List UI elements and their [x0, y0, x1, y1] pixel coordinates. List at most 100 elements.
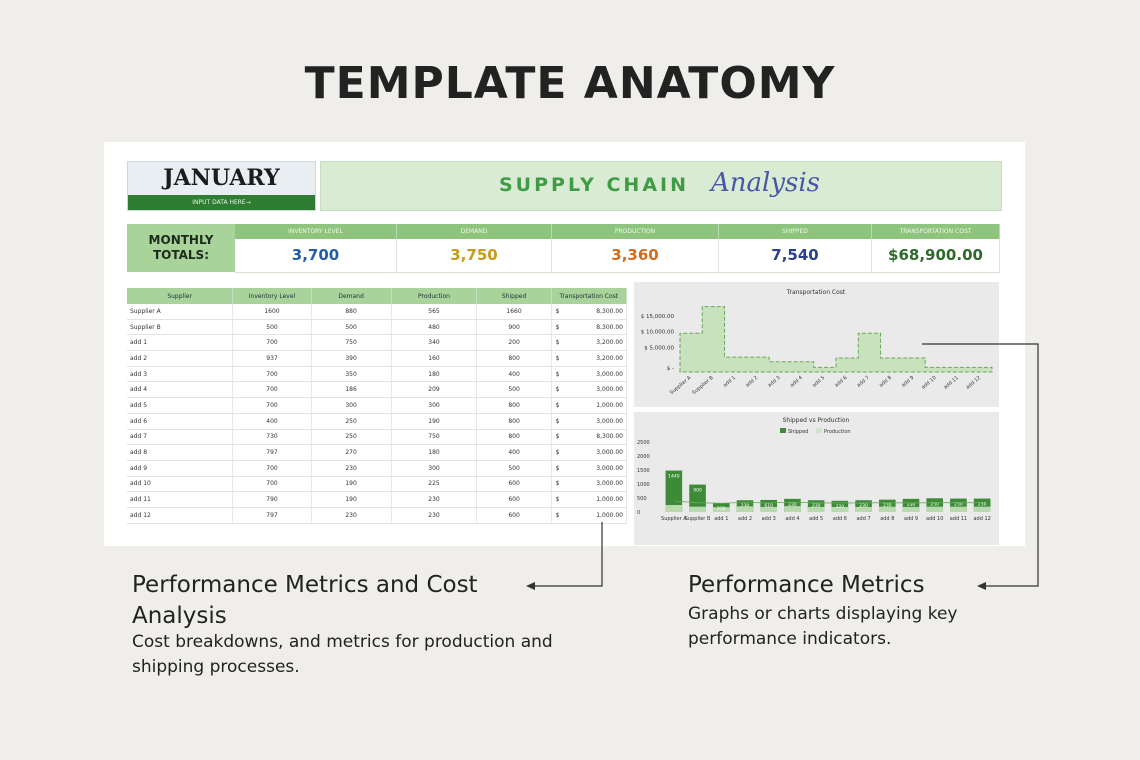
cell-value: 700 — [232, 476, 312, 493]
y-tick-label: $ - — [667, 366, 674, 372]
legend-label: Shipped — [788, 429, 808, 435]
total-header: DEMAND — [397, 224, 552, 239]
cell-amount: 1,000.00 — [596, 496, 623, 504]
table-row: add 9 700 230 300 500 $3,000.00 — [127, 460, 628, 477]
shipped-vs-production-chart-svg: Shipped vs Production Shipped Production 25… — [637, 417, 991, 522]
cell-value: 600 — [476, 476, 552, 493]
chart-title: Shipped vs Production — [783, 417, 850, 424]
cell-supplier: add 3 — [127, 366, 234, 383]
table-row: Supplier B 500 500 480 900 $8,300.00 — [127, 319, 628, 336]
bar-data-label: 900 — [693, 488, 702, 494]
cell-currency: $ — [555, 417, 560, 425]
cell-amount: 3,000.00 — [596, 417, 623, 425]
production-bar — [807, 506, 825, 512]
y-tick-label: 2500 — [637, 440, 650, 446]
cell-cost: $3,200.00 — [551, 350, 628, 367]
total-header: INVENTORY LEVEL — [235, 224, 397, 239]
callout-left-desc: Cost breakdowns, and metrics for product… — [132, 632, 553, 677]
cell-amount: 3,000.00 — [596, 449, 623, 457]
bar-data-label: 1440 — [668, 474, 680, 480]
cell-value: 797 — [232, 444, 312, 461]
x-tick-label: Supplier A — [661, 516, 687, 522]
cell-amount: 3,200.00 — [596, 354, 623, 362]
bar-data-label: 610 — [764, 503, 773, 509]
callout-right-title: Performance Metrics — [688, 572, 925, 598]
cell-value: 225 — [391, 476, 478, 493]
production-bar — [712, 507, 730, 512]
y-tick-label: 1500 — [637, 468, 650, 474]
bar-data-label: 230 — [812, 503, 821, 509]
table-row: add 2 937 390 160 800 $3,200.00 — [127, 350, 628, 367]
bar-data-label: 230 — [741, 503, 750, 509]
legend-swatch-shipped — [780, 428, 786, 433]
cell-supplier: add 8 — [127, 444, 234, 461]
production-bar — [665, 505, 683, 512]
x-tick-label: add 8 — [880, 516, 894, 522]
banner-title-script: Analysis — [711, 168, 821, 198]
table-row: add 1 700 750 340 200 $3,200.00 — [127, 334, 628, 352]
cell-value: 400 — [232, 413, 312, 430]
cell-supplier: add 11 — [127, 491, 234, 508]
total-inventory: INVENTORY LEVEL 3,700 — [235, 224, 397, 273]
cell-value: 800 — [476, 397, 552, 414]
total-value: 3,360 — [552, 239, 719, 273]
x-tick-label: add 9 — [904, 516, 918, 522]
cell-cost: $3,000.00 — [551, 476, 628, 493]
cell-value: 700 — [232, 366, 312, 383]
cell-amount: 3,000.00 — [596, 386, 623, 394]
table-row: add 5 700 300 300 800 $1,000.00 — [127, 397, 628, 414]
cell-cost: $8,300.00 — [551, 429, 628, 446]
cell-cost: $3,000.00 — [551, 460, 628, 477]
cell-value: 400 — [476, 444, 552, 461]
cell-value: 209 — [391, 381, 478, 399]
shipped-bar — [855, 500, 872, 512]
cell-supplier: add 2 — [127, 350, 234, 367]
cell-currency: $ — [555, 433, 560, 441]
cell-value: 230 — [311, 460, 392, 477]
cell-amount: 3,000.00 — [596, 480, 623, 488]
callout-line-left — [534, 522, 603, 587]
total-header: SHIPPED — [719, 224, 872, 239]
cell-supplier: add 10 — [127, 476, 234, 493]
cell-amount: 3,000.00 — [596, 370, 623, 378]
bar-data-label: 320 — [836, 504, 845, 510]
x-tick-label: Supplier B — [685, 516, 711, 522]
cell-supplier: add 9 — [127, 460, 234, 477]
total-production: PRODUCTION 3,360 — [552, 224, 719, 273]
cell-currency: $ — [555, 370, 560, 378]
cell-value: 500 — [476, 381, 552, 399]
y-tick-label: $ 10,000.00 — [641, 330, 675, 336]
cell-value: 750 — [311, 334, 392, 352]
cell-value: 300 — [391, 460, 478, 477]
cell-currency: $ — [555, 496, 560, 504]
cell-value: 400 — [476, 366, 552, 383]
cell-currency: $ — [555, 354, 560, 362]
cell-value: 350 — [311, 366, 392, 383]
cell-supplier: add 6 — [127, 413, 234, 430]
table-row: add 8 797 270 180 400 $3,000.00 — [127, 444, 628, 461]
cell-cost: $3,200.00 — [551, 334, 628, 352]
cell-value: 250 — [311, 429, 392, 446]
cell-value: 1600 — [232, 304, 312, 320]
spreadsheet-preview: JANUARY INPUT DATA HERE→ SUPPLY CHAIN An… — [104, 142, 1025, 546]
bar-data-label: 230 — [717, 506, 726, 512]
table-row: Supplier A 1600 880 565 1660 $8,300.00 — [127, 304, 628, 320]
total-demand: DEMAND 3,750 — [397, 224, 552, 273]
cell-value: 500 — [476, 460, 552, 477]
totals-label-line2: TOTALS: — [152, 248, 209, 262]
cell-value: 797 — [232, 507, 312, 524]
cell-currency: $ — [555, 323, 560, 331]
cell-value: 730 — [232, 429, 312, 446]
bar-data-label: 230 — [930, 501, 939, 507]
chart-title: Transportation Cost — [786, 289, 846, 296]
cell-currency: $ — [555, 511, 560, 519]
cell-cost: $8,300.00 — [551, 319, 628, 336]
cell-value: 230 — [391, 507, 478, 524]
cell-value: 200 — [476, 334, 552, 352]
banner-title: SUPPLY CHAIN — [499, 174, 690, 196]
table-row: add 12 797 230 230 600 $1,000.00 — [127, 507, 628, 524]
cell-amount: 8,300.00 — [596, 433, 623, 441]
cell-currency: $ — [555, 339, 560, 347]
total-transport-cost: TRANSPORTATION COST $68,900.00 — [872, 224, 1000, 273]
x-tick-label: add 7 — [856, 516, 870, 522]
